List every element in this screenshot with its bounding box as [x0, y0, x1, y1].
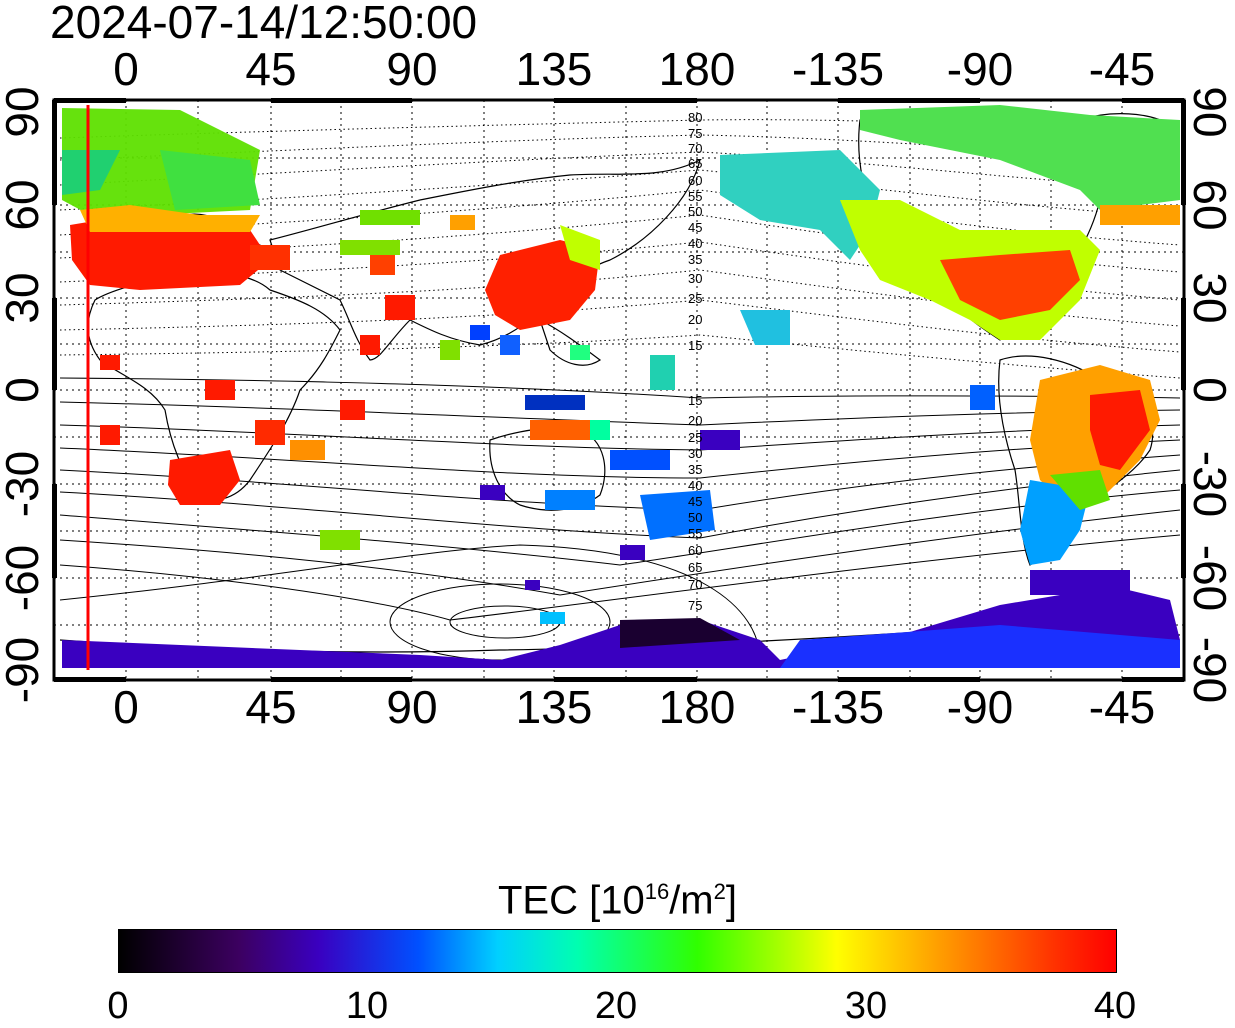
- colorbar-title: TEC [1016/m2]: [497, 878, 737, 923]
- contour-label: 20: [688, 312, 702, 327]
- colorbar-label: 0: [107, 985, 129, 1027]
- contour-label: 40: [688, 478, 702, 493]
- contour-label: 15: [688, 393, 702, 408]
- x-tick-top: 135: [515, 43, 593, 95]
- contour-label: 70: [688, 577, 702, 592]
- x-tick-bottom: -45: [1088, 681, 1156, 733]
- contour-label: 45: [688, 220, 702, 235]
- contour-label: 30: [688, 446, 702, 461]
- x-tick-bottom: 135: [515, 681, 593, 733]
- tec-data: [62, 105, 1180, 668]
- contour-label: 80: [688, 110, 702, 125]
- colorbar-label: 10: [345, 985, 389, 1027]
- x-tick-top: 90: [386, 43, 438, 95]
- x-tick-top: -135: [791, 43, 885, 95]
- contour-label: 40: [688, 236, 702, 251]
- contour-label: 65: [688, 560, 702, 575]
- timestamp: 2024-07-14/12:50:00: [50, 0, 478, 48]
- contour-label: 60: [688, 543, 702, 558]
- contour-label: 15: [688, 338, 702, 353]
- x-tick-bottom: 45: [245, 681, 297, 733]
- contour-label: 55: [688, 526, 702, 541]
- colorbar-label: 20: [594, 985, 638, 1027]
- contour-label: 60: [688, 173, 702, 188]
- contour-label: 75: [688, 126, 702, 141]
- tec-map: 80 75 70 65 60 55 50 45 40 35 30 25 20 1…: [52, 98, 1186, 682]
- x-tick-bottom: -135: [791, 681, 885, 733]
- colorbar-label: 40: [1093, 985, 1137, 1027]
- contour-label-group: 80 75 70 65 60 55 50 45 40 35 30 25 20 1…: [688, 110, 702, 613]
- contour-label: 35: [688, 462, 702, 477]
- x-tick-bottom: 90: [386, 681, 438, 733]
- contour-label: 35: [688, 252, 702, 267]
- x-tick-top: 180: [658, 43, 736, 95]
- x-tick-bottom: 180: [658, 681, 736, 733]
- contour-label: 20: [688, 413, 702, 428]
- colorbar: [118, 929, 1117, 973]
- x-tick-top: -45: [1088, 43, 1156, 95]
- contour-label: 70: [688, 141, 702, 156]
- contour-label: 50: [688, 510, 702, 525]
- contour-label: 65: [688, 156, 702, 171]
- x-tick-top: 0: [113, 43, 139, 95]
- contour-label: 55: [688, 189, 702, 204]
- x-tick-top: -90: [946, 43, 1014, 95]
- contour-label: 25: [688, 291, 702, 306]
- x-tick-bottom: -90: [946, 681, 1014, 733]
- contour-label: 50: [688, 204, 702, 219]
- contour-label: 25: [688, 430, 702, 445]
- frame-ticks: [52, 98, 1186, 682]
- x-tick-top: 45: [245, 43, 297, 95]
- colorbar-label: 30: [844, 985, 888, 1027]
- contour-label: 45: [688, 494, 702, 509]
- contour-label: 75: [688, 598, 702, 613]
- contour-label: 30: [688, 271, 702, 286]
- x-tick-bottom: 0: [113, 681, 139, 733]
